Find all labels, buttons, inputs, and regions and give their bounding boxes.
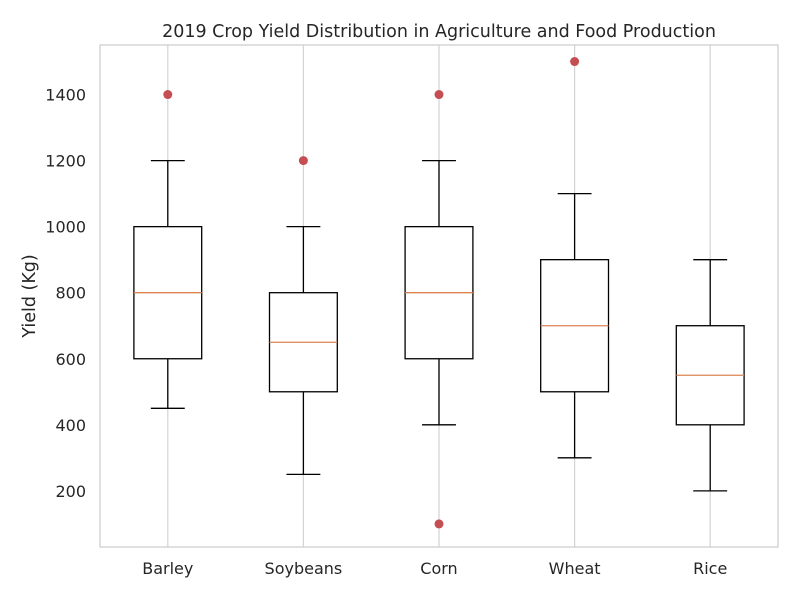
y-tick-label-1200: 1200 <box>45 152 86 171</box>
x-tick-label-rice: Rice <box>693 559 727 578</box>
y-tick-label-1400: 1400 <box>45 86 86 105</box>
chart-title: 2019 Crop Yield Distribution in Agricult… <box>162 22 716 42</box>
outlier-point-corn-1 <box>435 90 444 99</box>
outlier-point-corn-0 <box>435 519 444 528</box>
y-tick-label-1000: 1000 <box>45 218 86 237</box>
x-tick-label-corn: Corn <box>420 559 457 578</box>
y-tick-label-400: 400 <box>55 416 86 435</box>
y-tick-label-600: 600 <box>55 350 86 369</box>
x-tick-label-barley: Barley <box>142 559 193 578</box>
y-tick-label-800: 800 <box>55 284 86 303</box>
outlier-point-barley-0 <box>163 90 172 99</box>
x-tick-label-wheat: Wheat <box>549 559 601 578</box>
y-axis-label: Yield (Kg) <box>20 254 40 338</box>
x-tick-label-soybeans: Soybeans <box>265 559 343 578</box>
outlier-point-wheat-0 <box>570 57 579 66</box>
outlier-point-soybeans-0 <box>299 156 308 165</box>
y-tick-label-200: 200 <box>55 482 86 501</box>
